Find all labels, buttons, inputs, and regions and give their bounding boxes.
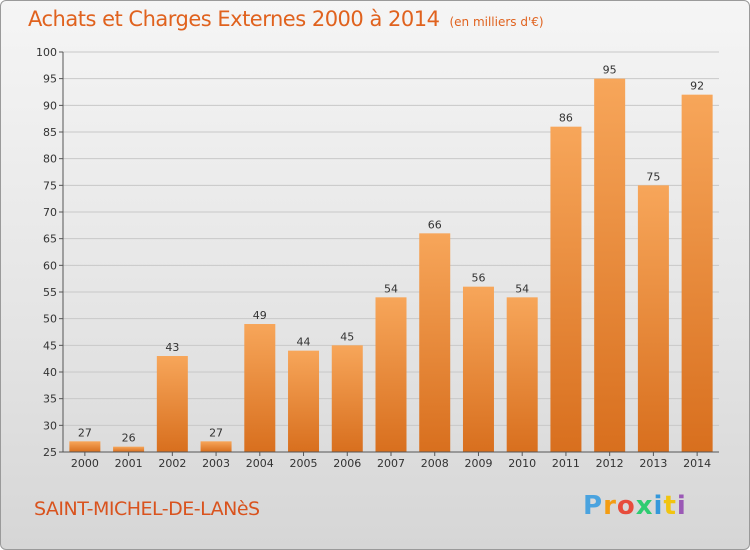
x-tick-label: 2014 — [683, 457, 711, 470]
y-tick-label: 35 — [43, 393, 57, 406]
bar-value-label: 45 — [340, 330, 354, 343]
bar-value-label: 27 — [209, 426, 223, 439]
bar — [244, 324, 276, 452]
bar — [550, 126, 582, 453]
bar-value-label: 26 — [122, 432, 136, 445]
bar-value-label: 43 — [165, 341, 179, 354]
commune-name: SAINT-MICHEL-DE-LANèS — [34, 498, 260, 520]
bar-value-label: 54 — [515, 282, 529, 295]
title-block: Achats et Charges Externes 2000 à 2014 (e… — [28, 7, 544, 31]
bar-value-label: 92 — [690, 80, 704, 93]
x-tick-label: 2005 — [290, 457, 318, 470]
x-tick-label: 2002 — [158, 457, 186, 470]
bar — [288, 350, 320, 452]
bar — [637, 185, 669, 453]
bar — [113, 446, 145, 452]
x-tick-label: 2011 — [552, 457, 580, 470]
chart-title: Achats et Charges Externes 2000 à 2014 — [28, 7, 440, 31]
bar — [419, 233, 451, 452]
logo-letter: i — [676, 491, 687, 521]
logo-letter: P — [583, 491, 604, 521]
bar — [156, 356, 188, 452]
bar-value-label: 49 — [253, 309, 267, 322]
logo-letter: t — [663, 491, 677, 521]
bar-value-label: 66 — [428, 218, 442, 231]
bar — [331, 345, 363, 452]
bar-value-label: 54 — [384, 282, 398, 295]
bar-value-label: 86 — [559, 112, 573, 125]
bar — [69, 441, 101, 452]
x-tick-label: 2003 — [202, 457, 230, 470]
logo-letter: i — [653, 491, 664, 521]
y-tick-label: 50 — [43, 313, 57, 326]
bar — [200, 441, 232, 452]
x-tick-label: 2009 — [464, 457, 492, 470]
y-tick-label: 80 — [43, 153, 57, 166]
y-tick-label: 25 — [43, 446, 57, 459]
chart-unit: (en milliers d'€) — [449, 15, 544, 29]
y-tick-label: 90 — [43, 99, 57, 112]
y-tick-label: 70 — [43, 206, 57, 219]
x-tick-label: 2004 — [246, 457, 274, 470]
y-tick-label: 40 — [43, 366, 57, 379]
bar — [681, 94, 713, 453]
bar — [462, 286, 494, 452]
y-tick-label: 95 — [43, 73, 57, 86]
bar-value-label: 27 — [78, 426, 92, 439]
y-tick-label: 30 — [43, 419, 57, 432]
x-tick-label: 2012 — [596, 457, 624, 470]
x-tick-label: 2010 — [508, 457, 536, 470]
x-tick-label: 2008 — [421, 457, 449, 470]
x-tick-label: 2001 — [115, 457, 143, 470]
y-tick-label: 60 — [43, 259, 57, 272]
x-tick-label: 2006 — [333, 457, 361, 470]
logo-letter: r — [603, 491, 617, 521]
bar-value-label: 44 — [297, 336, 311, 349]
y-tick-label: 85 — [43, 126, 57, 139]
y-tick-label: 75 — [43, 179, 57, 192]
bar-layer: 27 26 43 27 49 44 45 54 66 56 54 86 95 75 92 — [69, 64, 713, 453]
bar — [506, 297, 538, 452]
x-tick-label: 2007 — [377, 457, 405, 470]
logo-letter: x — [635, 491, 654, 521]
y-tick-label: 55 — [43, 286, 57, 299]
x-tick-label: 2013 — [639, 457, 667, 470]
proxiti-logo: Proxiti — [583, 491, 687, 521]
bar — [594, 78, 626, 453]
y-tick-label: 65 — [43, 233, 57, 246]
bar-value-label: 75 — [646, 170, 660, 183]
bar-value-label: 95 — [603, 64, 617, 77]
x-tick-label: 2000 — [71, 457, 99, 470]
y-tick-label: 45 — [43, 339, 57, 352]
bar — [375, 297, 407, 452]
axis-layer: 25 30 35 40 45 50 55 60 65 70 75 80 85 90 95 100 2000 200… — [36, 46, 719, 470]
logo-letter: o — [616, 491, 636, 521]
bar-value-label: 56 — [471, 272, 485, 285]
y-tick-label: 100 — [36, 46, 57, 59]
